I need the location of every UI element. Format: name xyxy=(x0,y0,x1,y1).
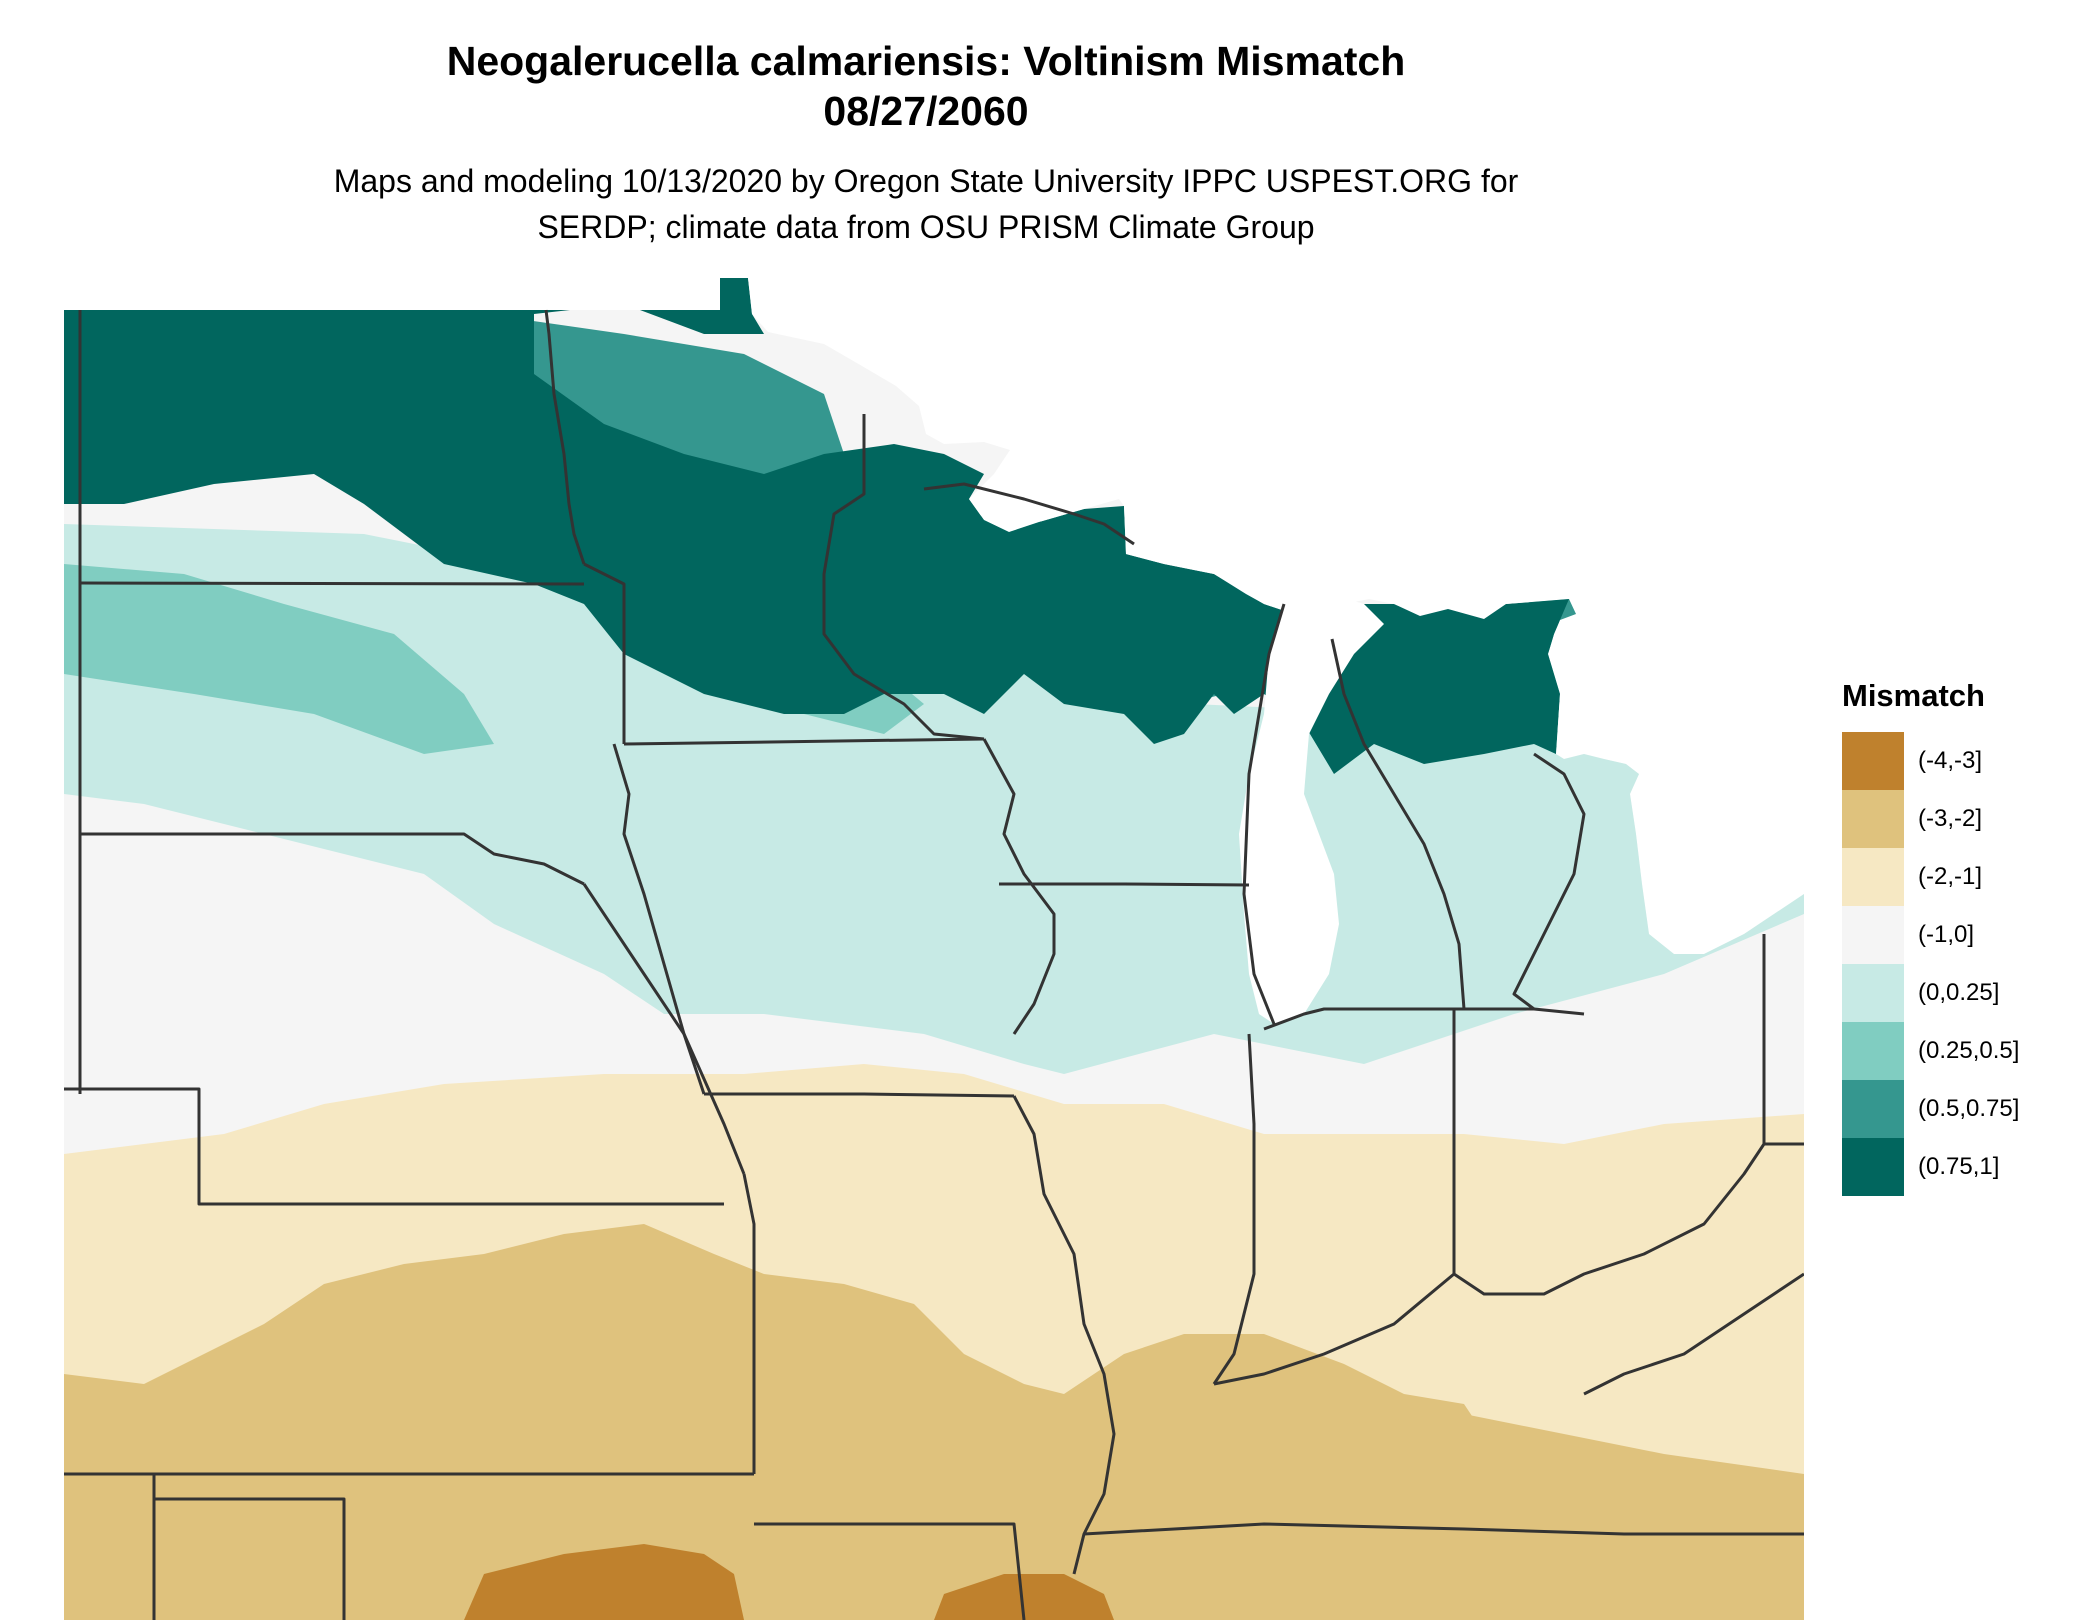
zone-neg3-neg2-b xyxy=(1344,1414,1804,1620)
border-wi-mi-up xyxy=(923,482,1135,546)
mismatch-raster xyxy=(64,278,1804,1620)
border-kentucky-virginia xyxy=(1583,1272,1804,1396)
zone-075-1 xyxy=(64,278,1569,774)
border-missouri-arkansas xyxy=(754,1522,1026,1620)
border-mn-iowa xyxy=(623,737,985,746)
legend-item: (-3,-2] xyxy=(1842,790,2019,848)
legend-label: (-2,-1] xyxy=(1918,863,1983,890)
border-michigan-mainland xyxy=(1330,638,1466,1010)
border-northdakota-minnesota xyxy=(544,309,586,565)
border-oklahoma-inner xyxy=(154,1497,346,1620)
border-iowa-illinois xyxy=(982,738,1056,1035)
border-ohio-south xyxy=(1453,1143,1766,1296)
legend-item: (-4,-3] xyxy=(1842,732,2019,790)
legend-swatch xyxy=(1842,1080,1904,1138)
legend-item: (-2,-1] xyxy=(1842,848,2019,906)
subtitle-line-1: Maps and modeling 10/13/2020 by Oregon S… xyxy=(333,163,1519,199)
legend-label: (-3,-2] xyxy=(1918,805,1983,832)
border-lake-michigan-shore xyxy=(1242,603,1286,1025)
legend-title: Mismatch xyxy=(1842,678,1985,713)
border-illinois-indiana xyxy=(1212,1033,1256,1385)
legend-swatch xyxy=(1842,964,1904,1022)
legend-swatch xyxy=(1842,906,1904,964)
legend-label: (0.75,1] xyxy=(1918,1153,2000,1180)
border-sd-nebraska xyxy=(80,832,585,886)
legend-swatch xyxy=(1842,732,1904,790)
legend-label: (-4,-3] xyxy=(1918,747,1983,774)
zone-0-025 xyxy=(64,524,1804,1074)
border-missouri-illinois xyxy=(1012,1095,1116,1575)
map-subtitle: Maps and modeling 10/13/2020 by Oregon S… xyxy=(0,158,1852,250)
state-borders xyxy=(64,309,1804,1620)
legend-item: (0.25,0.5] xyxy=(1842,1022,2019,1080)
border-nd-sd xyxy=(79,581,585,586)
border-indiana-kentucky xyxy=(1213,1272,1455,1386)
border-mi-thumb xyxy=(1512,752,1586,1011)
border-kentucky-tennessee xyxy=(1083,1522,1804,1536)
border-iowa-missouri xyxy=(704,1092,1015,1098)
legend-item: (0.5,0.75] xyxy=(1842,1080,2019,1138)
border-nebraska-iowa xyxy=(582,883,746,1175)
lake-michigan xyxy=(1239,589,1384,1024)
mismatch-map xyxy=(64,278,1804,1620)
legend-swatch xyxy=(1842,1022,1904,1080)
legend-swatch xyxy=(1842,1138,1904,1196)
legend-item: (0.75,1] xyxy=(1842,1138,2019,1196)
legend-item: (-1,0] xyxy=(1842,906,2019,964)
subtitle-line-2: SERDP; climate data from OSU PRISM Clima… xyxy=(537,209,1315,245)
legend-label: (0.5,0.75] xyxy=(1918,1095,2020,1122)
map-title: Neogalerucella calmariensis: Voltinism M… xyxy=(0,36,1852,136)
border-sd-minnesota xyxy=(583,562,626,744)
legend-item: (0,0.25] xyxy=(1842,964,2019,1022)
legend-label: (-1,0] xyxy=(1918,921,1975,948)
legend-items: (-4,-3] (-3,-2] (-2,-1] (-1,0] (0,0.25] (0.25… xyxy=(1842,732,2019,1196)
border-mn-wisconsin xyxy=(822,414,985,741)
zone-05-075 xyxy=(484,314,844,484)
zone-025-05 xyxy=(64,564,494,754)
border-indiana-michigan xyxy=(1263,1007,1454,1031)
zone-neg4-neg3 xyxy=(464,1544,744,1620)
map-legend: Mismatch (-4,-3] (-3,-2] (-2,-1] (-1,0] (0,0… xyxy=(1842,678,2019,1196)
title-date: 08/27/2060 xyxy=(823,88,1029,134)
border-nebraska-kansas xyxy=(64,1087,724,1206)
zone-neg4-neg3-b xyxy=(934,1574,1114,1620)
legend-label: (0.25,0.5] xyxy=(1918,1037,2020,1064)
border-kansas-missouri xyxy=(742,1173,756,1474)
border-wi-illinois xyxy=(999,882,1250,887)
legend-swatch xyxy=(1842,790,1904,848)
legend-label: (0,0.25] xyxy=(1918,979,2000,1006)
title-species: Neogalerucella calmariensis: Voltinism M… xyxy=(446,38,1406,84)
legend-swatch xyxy=(1842,848,1904,906)
zone-neg3-neg2 xyxy=(64,1224,1484,1620)
